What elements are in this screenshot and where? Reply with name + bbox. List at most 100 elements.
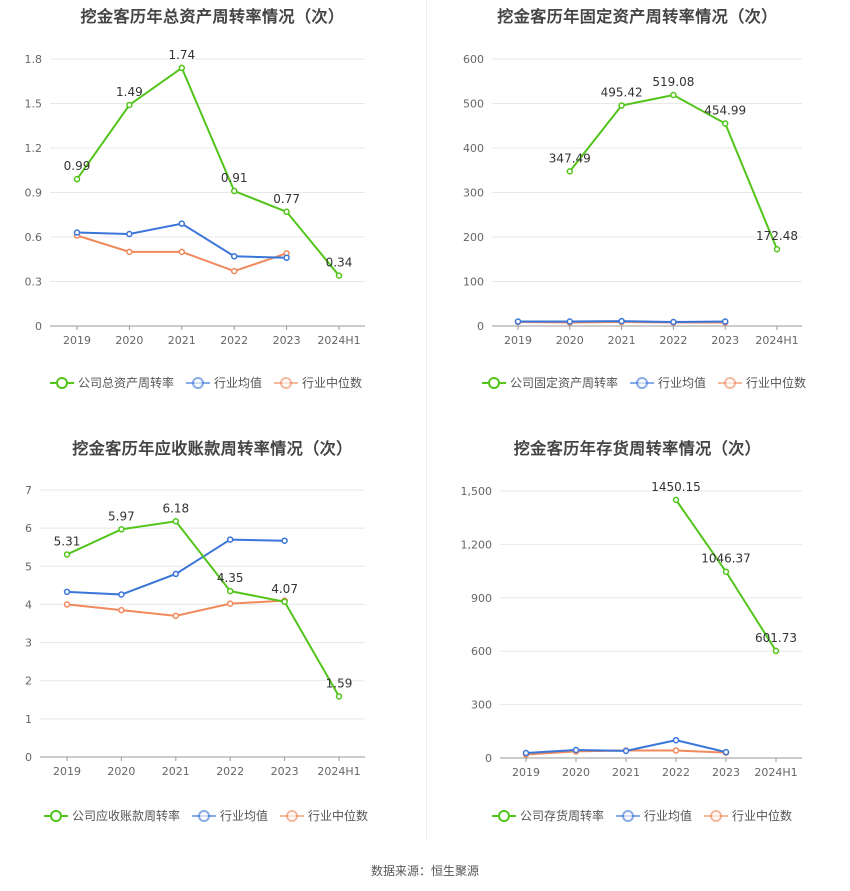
- data-point: [178, 248, 186, 256]
- legend-item[interactable]: 行业均值: [616, 807, 692, 824]
- data-label: 1.49: [116, 85, 143, 99]
- data-point: [670, 91, 677, 99]
- y-tick-label: 0.3: [25, 276, 43, 289]
- x-tick-label: 2023: [273, 334, 301, 347]
- x-tick-label: 2019: [53, 765, 81, 778]
- chart-panel-receivables-turnover: 挖金客历年应收账款周转率情况（次） 0 1 2 3 4 5 6 7 2019 2020 2021 20…: [0, 430, 425, 860]
- y-tick-label: 0: [477, 320, 484, 333]
- legend-item[interactable]: 行业均值: [186, 374, 262, 391]
- data-label: 172.48: [756, 229, 798, 243]
- legend-item[interactable]: 行业中位数: [718, 374, 806, 391]
- data-point: [721, 120, 729, 127]
- x-tick-label: 2019: [504, 334, 532, 347]
- x-tick-label: 2024H1: [754, 766, 797, 779]
- y-tick-label: 900: [471, 592, 492, 605]
- legend-label: 行业中位数: [302, 376, 363, 390]
- legend-label: 行业中位数: [308, 809, 369, 823]
- x-tick-label: 2022: [662, 766, 690, 779]
- y-tick-label: 4: [25, 598, 32, 611]
- data-point: [283, 254, 290, 262]
- x-tick-label: 2021: [162, 765, 190, 778]
- y-tick-label: 0: [485, 752, 492, 765]
- x-tick-label: 2023: [711, 334, 739, 347]
- data-point: [178, 64, 186, 72]
- data-point: [118, 591, 125, 598]
- data-label: 1450.15: [651, 480, 701, 494]
- data-label: 1046.37: [701, 552, 751, 566]
- data-label: 6.18: [162, 501, 189, 515]
- legend-marker-icon: [186, 376, 211, 389]
- y-tick-label: 0: [25, 751, 32, 764]
- data-label: 519.08: [652, 75, 694, 89]
- legend-item[interactable]: 行业中位数: [280, 807, 368, 824]
- x-tick-label: 2019: [63, 334, 91, 347]
- chart-title: 挖金客历年总资产周转率情况（次）: [80, 7, 345, 26]
- data-point: [722, 748, 730, 756]
- legend-label: 行业中位数: [746, 376, 807, 390]
- data-point: [230, 187, 238, 195]
- legend-marker-icon: [280, 809, 305, 822]
- y-tick-label: 6: [25, 522, 32, 535]
- chart-canvas: 0 300 600 900 1,200 1,500 2019 2020 2021 2022 2023…: [461, 480, 802, 779]
- legend-item[interactable]: 公司总资产周转率: [50, 374, 174, 391]
- data-point: [618, 317, 625, 325]
- data-point: [772, 647, 780, 655]
- y-tick-label: 5: [25, 560, 32, 573]
- legend-marker-icon: [192, 809, 217, 822]
- data-point: [335, 272, 343, 279]
- data-point: [118, 526, 125, 533]
- data-point: [283, 208, 290, 216]
- y-tick-label: 300: [471, 699, 492, 712]
- chart-canvas: 0 100 200 300 400 500 600 2019 2020 2021 2022 2023 2…: [463, 53, 802, 347]
- legend-label: 行业均值: [214, 376, 263, 390]
- legend-marker-icon: [274, 376, 299, 389]
- data-point: [773, 245, 781, 253]
- y-tick-label: 500: [463, 98, 484, 111]
- chart-title: 挖金客历年存货周转率情况（次）: [513, 439, 762, 458]
- legend-marker-icon: [492, 809, 516, 822]
- data-label: 5.31: [54, 534, 81, 548]
- legend-item[interactable]: 公司应收账款周转率: [44, 807, 180, 824]
- y-tick-label: 1,200: [461, 538, 493, 551]
- data-point: [721, 318, 729, 325]
- legend-item[interactable]: 行业中位数: [704, 807, 792, 824]
- data-point: [73, 229, 81, 236]
- y-tick-label: 1.2: [25, 142, 43, 155]
- chart-title: 挖金客历年应收账款周转率情况（次）: [72, 439, 353, 458]
- data-point: [226, 536, 234, 543]
- y-tick-label: 600: [471, 645, 492, 658]
- x-tick-label: 2024H1: [317, 334, 360, 347]
- data-label: 5.97: [108, 509, 135, 523]
- x-tick-label: 2020: [107, 765, 135, 778]
- x-tick-label: 2020: [115, 334, 143, 347]
- data-point: [672, 747, 680, 754]
- chart-canvas: 0 0.3 0.6 0.9 1.2 1.5 1.8 2019 2020 2021 2022 2023 2…: [25, 48, 365, 347]
- y-tick-label: 0.6: [25, 231, 43, 244]
- data-point: [126, 230, 133, 238]
- legend-item[interactable]: 行业均值: [630, 374, 706, 391]
- data-point: [618, 102, 625, 109]
- y-tick-label: 200: [463, 231, 484, 244]
- legend-label: 行业均值: [644, 809, 693, 823]
- x-tick-label: 2022: [216, 765, 244, 778]
- data-label: 1.74: [168, 48, 195, 62]
- data-point: [672, 496, 680, 504]
- y-tick-label: 2: [25, 675, 32, 688]
- x-tick-label: 2021: [612, 766, 640, 779]
- series-line-0: [66, 520, 340, 697]
- series-line-0: [675, 499, 777, 652]
- data-point: [172, 570, 180, 578]
- chart-legend: 公司存货周转率 行业均值 行业中位数: [492, 807, 804, 824]
- legend-item[interactable]: 行业均值: [192, 807, 268, 824]
- x-tick-label: 2022: [220, 334, 248, 347]
- chart-legend: 公司总资产周转率 行业均值 行业中位数: [50, 374, 374, 391]
- panel-divider: [426, 0, 427, 840]
- legend-marker-icon: [50, 376, 74, 389]
- data-point: [566, 168, 574, 175]
- chart-panel-total-asset-turnover: 挖金客历年总资产周转率情况（次） 0 0.3 0.6 0.9 1.2 1.5 1.8 2019…: [0, 0, 425, 430]
- legend-item[interactable]: 公司存货周转率: [492, 807, 604, 824]
- legend-item[interactable]: 行业中位数: [274, 374, 362, 391]
- legend-item[interactable]: 公司固定资产周转率: [482, 374, 618, 391]
- data-point: [126, 101, 133, 109]
- data-point: [172, 612, 180, 620]
